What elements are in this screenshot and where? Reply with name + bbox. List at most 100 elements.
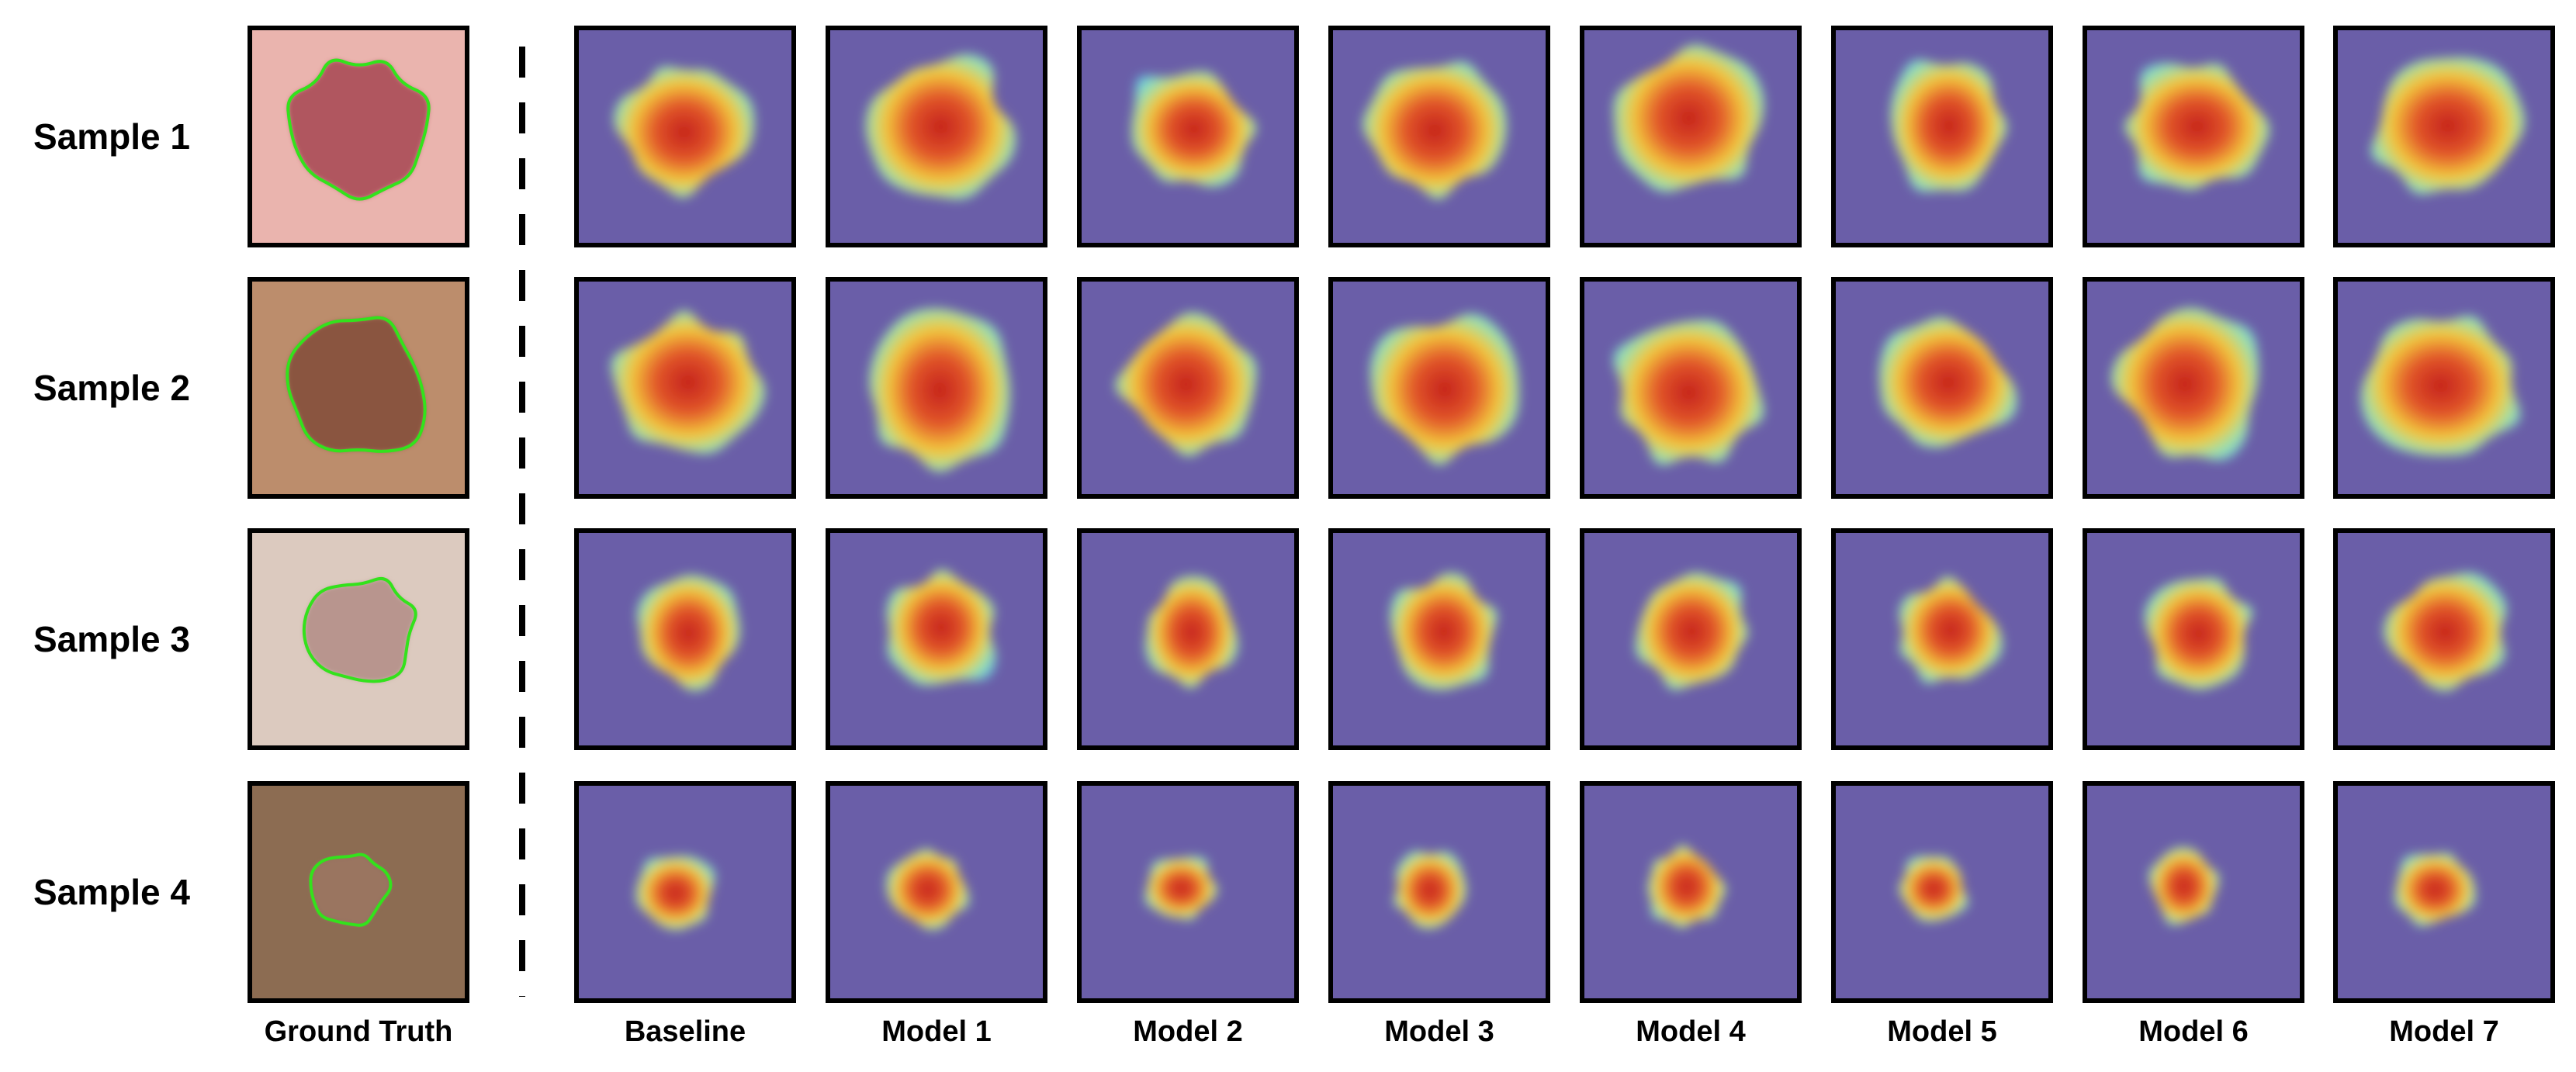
- frame: [826, 26, 1047, 247]
- activation: [1899, 576, 2003, 684]
- frame: [2333, 26, 2555, 247]
- heatmap-image: [1077, 528, 1299, 750]
- column-label: Model 5: [1887, 1015, 1996, 1048]
- ground-truth-image: [248, 781, 469, 1003]
- activation: [2144, 577, 2253, 690]
- heatmap-image: [2333, 781, 2555, 1003]
- frame: [1328, 781, 1550, 1003]
- heatmap-image: [1328, 277, 1550, 499]
- frame: [1077, 528, 1299, 750]
- heatmap-image: [1077, 26, 1299, 247]
- heatmap-image: [826, 277, 1047, 499]
- activation: [614, 66, 755, 199]
- frame: [2333, 277, 2555, 499]
- frame: [2083, 781, 2304, 1003]
- frame: [1831, 26, 2053, 247]
- activation: [636, 575, 740, 691]
- activation: [1390, 572, 1498, 690]
- row-label: Sample 4: [33, 872, 190, 912]
- activation: [886, 569, 996, 686]
- frame: [1328, 26, 1550, 247]
- frame: [1831, 528, 2053, 750]
- heatmap-image: [1580, 26, 1802, 247]
- frame: [1831, 781, 2053, 1003]
- row-label: Sample 1: [33, 116, 190, 157]
- lesion-outline: [309, 852, 393, 927]
- frame: [1077, 277, 1299, 499]
- heatmap-image: [1831, 26, 2053, 247]
- activation: [1115, 312, 1257, 457]
- activation: [2370, 57, 2525, 195]
- heatmap-image: [1831, 781, 2053, 1003]
- frame: [1580, 26, 1802, 247]
- column-label: Ground Truth: [265, 1015, 453, 1048]
- heatmap-image: [1328, 781, 1550, 1003]
- activation: [1131, 71, 1257, 188]
- activation: [2360, 315, 2521, 456]
- heatmap-image: [574, 781, 796, 1003]
- frame: [248, 781, 469, 1003]
- column-label: Model 2: [1133, 1015, 1242, 1048]
- heatmap-image: [1831, 528, 2053, 750]
- frame: [826, 277, 1047, 499]
- activation: [865, 54, 1016, 200]
- frame: [248, 528, 469, 750]
- column-label: Model 4: [1636, 1015, 1745, 1048]
- lesion: [310, 854, 391, 925]
- heatmap-image: [2333, 528, 2555, 750]
- heatmap-image: [1328, 26, 1550, 247]
- heatmap-image: [1831, 277, 2053, 499]
- heatmap-image: [574, 26, 796, 247]
- activation: [1369, 313, 1520, 465]
- activation: [1613, 320, 1764, 465]
- activation: [869, 308, 1011, 472]
- frame: [574, 528, 796, 750]
- column-label: Model 1: [881, 1015, 991, 1048]
- heatmap-image: [2083, 26, 2304, 247]
- heatmap-image: [2083, 528, 2304, 750]
- ground-truth-image: [248, 528, 469, 750]
- frame: [1580, 528, 1802, 750]
- ground-truth-image: [248, 26, 469, 247]
- row-label: Sample 2: [33, 368, 190, 408]
- heatmap-image: [1580, 528, 1802, 750]
- activation: [1635, 572, 1749, 690]
- activation: [1647, 844, 1726, 928]
- activation: [1878, 316, 2017, 448]
- heatmap-image: [826, 781, 1047, 1003]
- activation: [1144, 576, 1238, 689]
- frame: [2083, 277, 2304, 499]
- frame: [574, 781, 796, 1003]
- ground-truth-image: [248, 277, 469, 499]
- frame: [826, 528, 1047, 750]
- activation: [1899, 856, 1969, 922]
- frame: [2333, 528, 2555, 750]
- heatmap-image: [574, 277, 796, 499]
- heatmap-image: [2333, 26, 2555, 247]
- frame: [1328, 528, 1550, 750]
- heatmap-image: [1077, 277, 1299, 499]
- heatmap-image: [2083, 781, 2304, 1003]
- column-label: Model 6: [2138, 1015, 2248, 1048]
- lesion: [303, 578, 416, 682]
- frame: [1580, 781, 1802, 1003]
- heatmap-image: [1580, 277, 1802, 499]
- heatmap-image: [2333, 277, 2555, 499]
- activation: [635, 856, 715, 931]
- activation: [2148, 846, 2220, 925]
- activation: [2394, 852, 2476, 927]
- column-label: Model 3: [1384, 1015, 1494, 1048]
- frame: [1831, 277, 2053, 499]
- frame: [2083, 26, 2304, 247]
- activation: [1144, 856, 1218, 921]
- lesion: [287, 317, 425, 451]
- heatmap-image: [1328, 528, 1550, 750]
- activation: [2383, 572, 2507, 692]
- frame: [574, 26, 796, 247]
- column-label: Model 7: [2389, 1015, 2498, 1048]
- lesion-outline: [302, 576, 417, 683]
- heatmap-image: [826, 26, 1047, 247]
- heatmap-image: [826, 528, 1047, 750]
- heatmap-image: [1077, 781, 1299, 1003]
- activation: [2124, 63, 2270, 190]
